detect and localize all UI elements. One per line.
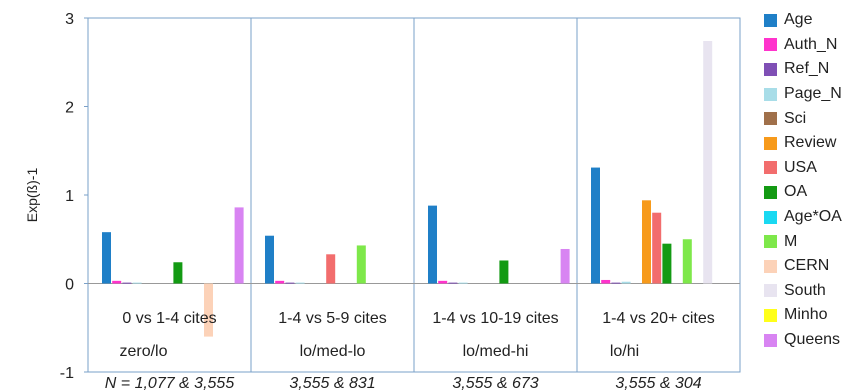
bar-age <box>591 167 600 284</box>
bar-age <box>428 205 437 284</box>
legend-swatch <box>764 333 777 347</box>
chart-labels: 0 vs 1-4 cites zero/lo N = 1,077 & 3,555 1-… <box>105 310 715 392</box>
legend-item: OA <box>764 180 842 205</box>
legend-swatch <box>764 161 777 175</box>
y-tick-label: -1 <box>60 365 74 382</box>
bar-usa <box>326 254 336 284</box>
group-sublabel: lo/med-hi <box>463 343 529 360</box>
bar-page-n <box>621 281 631 284</box>
legend-label: Minho <box>784 306 828 324</box>
legend-item: M <box>764 229 842 254</box>
bar-age <box>102 232 111 284</box>
group-sublabel: zero/lo <box>119 343 167 360</box>
legend-label: Review <box>784 134 837 152</box>
y-tick-label: 1 <box>65 188 74 205</box>
bar-queens <box>560 248 570 284</box>
legend-item: Queens <box>764 328 842 353</box>
chart-axes: -1 0 1 2 3 Exp(ß)-1 <box>24 11 741 382</box>
bar-auth-n <box>275 280 285 284</box>
bar-ref-n <box>448 282 458 284</box>
legend-label: Auth_N <box>784 35 838 53</box>
bar-oa <box>173 262 183 284</box>
legend-item: Page_N <box>764 82 842 107</box>
legend-swatch <box>764 284 777 298</box>
bar-age <box>265 235 274 284</box>
legend-label: Sci <box>784 109 807 127</box>
legend-item: CERN <box>764 254 842 279</box>
y-tick-label: 3 <box>65 11 74 28</box>
group-sample-size: N = 1,077 & 3,555 <box>105 375 235 392</box>
legend-swatch <box>764 112 777 126</box>
group-sample-size: 3,555 & 831 <box>289 375 375 392</box>
bar-auth-n <box>438 280 448 284</box>
group-sublabel: lo/hi <box>610 343 639 360</box>
legend-item: Age <box>764 8 842 33</box>
legend-label: M <box>784 232 798 250</box>
legend-swatch <box>764 136 777 150</box>
bar-ref-n <box>611 282 621 284</box>
legend-swatch <box>764 259 777 273</box>
bar-m <box>682 239 692 284</box>
group-sublabel: lo/med-lo <box>300 343 366 360</box>
legend-label: USA <box>784 158 817 176</box>
group-sample-size: 3,555 & 304 <box>615 375 701 392</box>
bar-auth-n <box>601 279 611 284</box>
legend-label: Queens <box>784 331 841 349</box>
bar-page-n <box>132 282 142 284</box>
group-sample-size: 3,555 & 673 <box>452 375 538 392</box>
bar-review <box>642 200 651 284</box>
legend-item: Auth_N <box>764 33 842 58</box>
legend-item: USA <box>764 156 842 181</box>
bar-usa <box>652 212 662 284</box>
group-label: 1-4 vs 10-19 cites <box>432 310 558 327</box>
bar-page-n <box>295 282 305 284</box>
bar-cern <box>204 283 213 337</box>
legend-label: South <box>784 281 826 299</box>
group-label: 1-4 vs 20+ cites <box>602 310 715 327</box>
legend-swatch <box>764 235 777 249</box>
group-label: 0 vs 1-4 cites <box>122 310 216 327</box>
group-label: 1-4 vs 5-9 cites <box>278 310 386 327</box>
bar-auth-n <box>112 280 122 284</box>
legend-swatch <box>764 185 777 199</box>
legend-swatch <box>764 38 777 52</box>
chart: -1 0 1 2 3 Exp(ß)-1 0 vs 1-4 cites zero/lo N = … <box>24 11 741 392</box>
legend-swatch <box>764 13 777 27</box>
legend-label: Age <box>784 11 813 29</box>
chart-legend: Age Auth_N Ref_N Page_N Sci Review USA OA Age*OA… <box>764 8 842 352</box>
legend-swatch <box>764 210 777 224</box>
legend-swatch <box>764 62 777 76</box>
legend-item: Sci <box>764 106 842 131</box>
y-axis-label: Exp(ß)-1 <box>24 168 40 223</box>
bar-south <box>703 41 713 284</box>
legend-swatch <box>764 308 777 322</box>
legend-label: OA <box>784 183 808 201</box>
bar-m <box>356 245 366 284</box>
legend-item: Review <box>764 131 842 156</box>
chart-bars <box>102 41 713 337</box>
legend-swatch <box>764 87 777 101</box>
legend-label: Page_N <box>784 85 842 103</box>
legend-label: Ref_N <box>784 60 830 78</box>
bar-queens <box>234 207 244 284</box>
bar-oa <box>499 260 509 284</box>
bar-page-n <box>458 282 468 284</box>
y-tick-label: 2 <box>65 100 74 117</box>
legend-item: Age*OA <box>764 205 842 230</box>
legend-label: Age*OA <box>784 208 842 226</box>
bar-oa <box>662 243 672 284</box>
bar-ref-n <box>285 282 295 284</box>
legend-item: Ref_N <box>764 57 842 82</box>
legend-item: Minho <box>764 303 842 328</box>
legend-label: CERN <box>784 257 830 275</box>
y-tick-label: 0 <box>65 277 74 294</box>
bar-ref-n <box>122 282 132 284</box>
legend-item: South <box>764 279 842 304</box>
